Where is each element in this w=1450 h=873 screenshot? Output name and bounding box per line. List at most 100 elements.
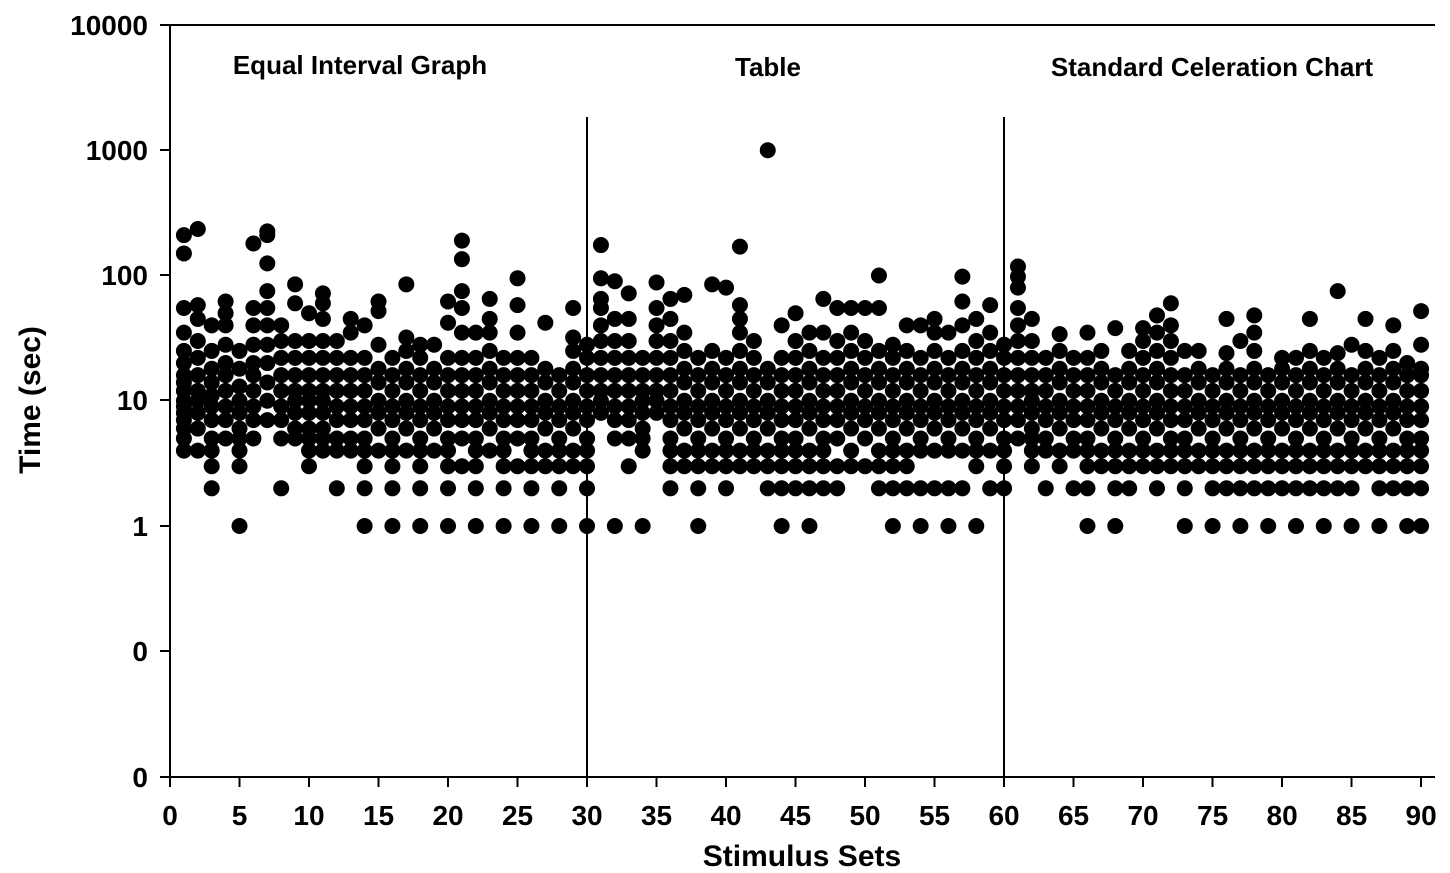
data-point bbox=[787, 458, 804, 475]
data-point bbox=[662, 412, 679, 429]
x-tick-label: 85 bbox=[1336, 800, 1367, 831]
data-point bbox=[1385, 458, 1402, 475]
data-point bbox=[926, 392, 943, 409]
data-point bbox=[954, 442, 971, 459]
data-point bbox=[731, 392, 748, 409]
data-point bbox=[565, 329, 582, 346]
data-point bbox=[1135, 320, 1152, 337]
data-point bbox=[940, 324, 957, 341]
data-point bbox=[245, 430, 262, 447]
data-point bbox=[1246, 420, 1263, 437]
data-point bbox=[1009, 412, 1026, 429]
data-point bbox=[718, 279, 735, 296]
data-point bbox=[203, 342, 220, 359]
data-point bbox=[1190, 420, 1207, 437]
data-point bbox=[996, 367, 1013, 384]
data-point bbox=[996, 336, 1013, 353]
x-tick-label: 50 bbox=[849, 800, 880, 831]
data-point bbox=[676, 360, 693, 377]
data-point bbox=[551, 412, 568, 429]
data-point bbox=[857, 398, 874, 415]
data-point bbox=[1371, 349, 1388, 366]
data-point bbox=[954, 404, 971, 421]
data-point bbox=[1246, 307, 1263, 324]
data-point bbox=[287, 382, 304, 399]
data-point bbox=[1135, 458, 1152, 475]
data-point bbox=[1260, 518, 1277, 534]
data-point bbox=[453, 232, 470, 249]
data-point bbox=[509, 382, 526, 399]
data-point bbox=[565, 404, 582, 421]
data-point bbox=[537, 404, 554, 421]
data-point bbox=[968, 382, 985, 399]
data-point bbox=[940, 412, 957, 429]
data-point bbox=[1121, 360, 1138, 377]
data-point bbox=[968, 518, 985, 534]
data-point bbox=[1232, 430, 1249, 447]
data-point bbox=[1301, 374, 1318, 391]
data-point bbox=[1301, 342, 1318, 359]
data-point bbox=[815, 324, 832, 341]
data-point bbox=[1287, 398, 1304, 415]
data-point bbox=[1371, 412, 1388, 429]
data-point bbox=[1009, 349, 1026, 366]
data-point bbox=[1274, 392, 1291, 409]
data-point bbox=[301, 458, 318, 475]
data-point bbox=[592, 349, 609, 366]
data-point bbox=[509, 297, 526, 314]
data-point bbox=[1385, 442, 1402, 459]
data-point bbox=[690, 349, 707, 366]
data-point bbox=[217, 317, 234, 334]
data-point bbox=[1037, 412, 1054, 429]
data-point bbox=[829, 382, 846, 399]
data-point bbox=[620, 412, 637, 429]
data-point bbox=[217, 355, 234, 372]
data-point bbox=[453, 367, 470, 384]
data-point bbox=[287, 276, 304, 293]
data-point bbox=[175, 342, 192, 359]
data-point bbox=[1218, 420, 1235, 437]
data-point bbox=[912, 412, 929, 429]
data-point bbox=[843, 420, 860, 437]
data-point bbox=[857, 300, 874, 317]
data-point bbox=[1413, 430, 1430, 447]
data-point bbox=[634, 518, 651, 534]
data-point bbox=[245, 336, 262, 353]
data-point bbox=[606, 412, 623, 429]
data-point bbox=[898, 480, 915, 497]
data-point bbox=[1357, 392, 1374, 409]
data-point bbox=[1246, 480, 1263, 497]
data-point bbox=[898, 404, 915, 421]
data-point bbox=[1051, 326, 1068, 343]
data-point bbox=[1246, 324, 1263, 341]
data-point bbox=[704, 404, 721, 421]
data-point bbox=[523, 518, 540, 534]
data-point bbox=[356, 458, 373, 475]
data-point bbox=[1274, 404, 1291, 421]
data-point bbox=[565, 442, 582, 459]
data-point bbox=[356, 518, 373, 534]
data-point bbox=[634, 420, 651, 437]
data-point bbox=[1315, 412, 1332, 429]
data-point bbox=[773, 518, 790, 534]
data-point bbox=[912, 398, 929, 415]
data-point bbox=[314, 442, 331, 459]
data-point bbox=[467, 518, 484, 534]
x-axis-title: Stimulus Sets bbox=[703, 840, 901, 873]
data-point bbox=[495, 480, 512, 497]
data-point bbox=[342, 367, 359, 384]
data-point bbox=[1399, 442, 1416, 459]
data-point bbox=[287, 367, 304, 384]
data-point bbox=[1093, 442, 1110, 459]
data-point bbox=[662, 349, 679, 366]
data-point bbox=[231, 378, 248, 395]
data-point bbox=[384, 518, 401, 534]
data-point bbox=[203, 458, 220, 475]
data-point bbox=[453, 349, 470, 366]
data-point bbox=[940, 349, 957, 366]
data-point bbox=[634, 382, 651, 399]
data-point bbox=[370, 293, 387, 310]
data-point bbox=[745, 412, 762, 429]
data-point bbox=[1121, 480, 1138, 497]
